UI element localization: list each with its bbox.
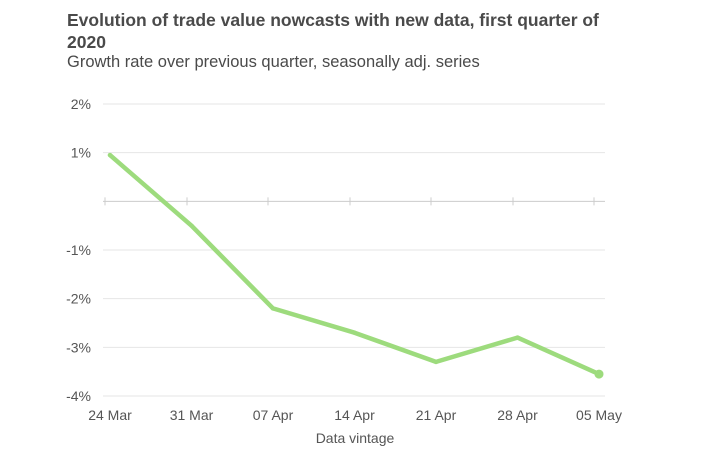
data-point	[189, 223, 194, 228]
x-tick-label: 14 Apr	[334, 407, 375, 423]
grid-layer	[103, 103, 605, 397]
x-tick-labels: 24 Mar 31 Mar 07 Apr 14 Apr 21 Apr 28 Apr 05 M…	[88, 407, 622, 423]
x-tick-label: 24 Mar	[88, 407, 132, 423]
chart-subtitle: Growth rate over previous quarter, seaso…	[67, 53, 480, 71]
data-point	[594, 369, 604, 379]
data-point	[515, 335, 520, 340]
data-point	[270, 306, 276, 311]
series-layer	[107, 152, 604, 379]
series-line	[107, 152, 602, 377]
x-tick-label: 21 Apr	[416, 407, 457, 423]
y-tick-labels: 2% 1% -1% -2% -3% -4%	[66, 96, 91, 404]
data-point	[433, 359, 439, 365]
y-tick-label: 2%	[71, 96, 91, 112]
baseline-axis	[103, 197, 605, 206]
x-tick-label: 28 Apr	[497, 407, 538, 423]
x-tick-label: 05 May	[576, 407, 622, 423]
y-tick-label: -1%	[66, 242, 91, 258]
y-tick-label: 1%	[71, 145, 91, 161]
y-tick-label: -3%	[66, 339, 91, 355]
x-axis-title: Data vintage	[316, 430, 395, 446]
y-tick-label: -4%	[66, 388, 91, 404]
data-point	[352, 330, 357, 335]
data-point	[107, 152, 113, 158]
chart-title: Evolution of trade value nowcasts with n…	[67, 10, 599, 52]
x-tick-label: 31 Mar	[170, 407, 214, 423]
y-tick-label: -2%	[66, 291, 91, 307]
x-tick-label: 07 Apr	[253, 407, 294, 423]
